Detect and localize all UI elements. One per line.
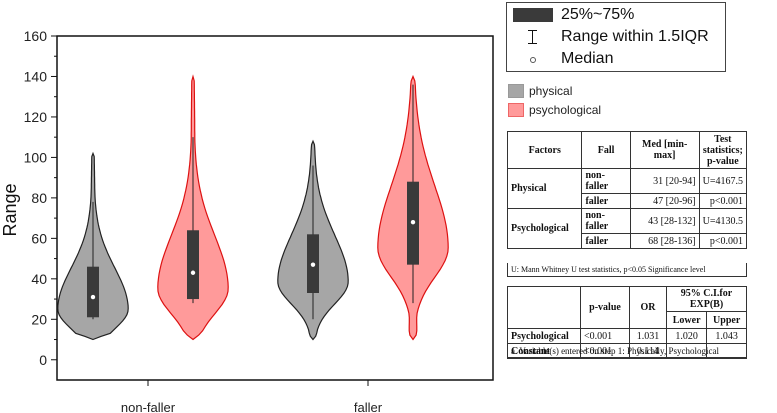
legend-psychological-label: psychological (529, 103, 602, 117)
legend-range-item: Range within 1.5IQR (507, 28, 709, 46)
table2-header-pvalue: p-value (580, 286, 630, 329)
table2-upper-cell: 1.043 (706, 328, 747, 344)
x-tick-label: non-faller (121, 400, 176, 413)
table1-stat-cell: p<0.001 (698, 193, 748, 209)
y-tick-label: 140 (24, 68, 48, 84)
stat-legend: 25%~75% Range within 1.5IQR Median (506, 2, 726, 72)
table1-factor-physical: Physical (506, 168, 583, 209)
table1-med-cell: 47 [20-96] (629, 193, 700, 209)
table-row: Physical non-faller 31 [20-94] U=4167.5 (506, 168, 748, 209)
table2-lower-cell: 1.020 (665, 328, 708, 344)
table1-header-med: Med [min-max] (629, 131, 700, 169)
table2-header-or: OR (629, 286, 667, 329)
range-whisker-icon (513, 29, 553, 45)
violins-group (57, 74, 449, 341)
median-dot-psychological-faller (410, 219, 416, 225)
x-tick-label: faller (354, 400, 383, 413)
table1-stat-cell: p<0.001 (698, 233, 748, 249)
table2-header-row-1: p-value OR 95% C.I.for EXP(B) (507, 286, 747, 329)
table2-lower-cell (665, 343, 708, 359)
iqr-box-physical-non-faller (87, 266, 99, 318)
series-legend: physical psychological (508, 82, 601, 120)
table1-header-fall: Fall (581, 131, 631, 169)
logistic-regression-table: p-value OR 95% C.I.for EXP(B) Lower Uppe… (507, 286, 747, 359)
table-row: Psychological <0.001 1.031 1.020 1.043 (507, 328, 747, 344)
iqr-box-psychological-non-faller (187, 230, 199, 300)
y-axis: 0 20 40 60 80 100 120 140 160 (24, 28, 57, 368)
table1-fall-cell: non-faller (581, 168, 631, 194)
median-dot-psychological-non-faller (190, 270, 196, 275)
physical-swatch (508, 84, 524, 98)
table2-header-lower: Lower (665, 311, 708, 329)
table2-p-cell: <0.001 (580, 328, 630, 344)
legend-physical-label: physical (529, 84, 573, 98)
plot-frame (56, 35, 494, 381)
table-row: Psychological non-faller 43 [28-132] U=4… (506, 208, 748, 249)
y-tick-label: 120 (24, 109, 48, 125)
table1-med-cell: 43 [28-132] (629, 208, 700, 234)
y-tick-label: 160 (24, 28, 48, 44)
table2-header-row-2: Lower Upper (508, 311, 747, 329)
table2-note: a. Variable(s) entered on step 1: Physic… (507, 345, 747, 358)
table2-name-cell: Psychological (507, 328, 581, 344)
table-row: faller 68 [28-136] p<0.001 (508, 233, 748, 249)
table2-header-blank (507, 286, 581, 329)
y-tick-label: 60 (31, 230, 47, 246)
table-row: faller 47 [20-96] p<0.001 (508, 193, 748, 209)
legend-iqr-label: 25%~75% (561, 6, 635, 23)
psychological-swatch (508, 103, 524, 117)
legend-median-item: Median (507, 50, 613, 68)
y-axis-label: Range (0, 183, 20, 236)
y-tick-label: 0 (39, 352, 47, 368)
table2-header-upper: Upper (706, 311, 747, 329)
table1-stat-cell: U=4167.5 (698, 168, 748, 194)
table1-med-cell: 68 [28-136] (629, 233, 700, 249)
iqr-box-icon (513, 8, 553, 22)
median-dot-physical-non-faller (90, 294, 96, 300)
y-tick-label: 20 (31, 311, 47, 327)
table2-or-cell: 1.031 (629, 328, 667, 344)
legend-physical-item: physical (508, 82, 601, 100)
legend-iqr-item: 25%~75% (507, 6, 634, 24)
table1-factor-psychological: Psychological (506, 208, 583, 249)
y-tick-label: 100 (24, 149, 48, 165)
x-axis: non-faller faller (121, 380, 383, 413)
table1-note: U: Mann Whitney U test statistics, p<0.0… (507, 263, 747, 277)
table-row: Constant <0.001 0.114 (507, 343, 747, 359)
table1-fall-cell: faller (581, 233, 631, 249)
violin-chart: 0 20 40 60 80 100 120 140 160 non-faller faller R… (0, 28, 494, 413)
table1-stat-cell: U=4130.5 (698, 208, 748, 234)
legend-median-label: Median (561, 50, 614, 67)
table2-header-ci: 95% C.I.for EXP(B) (666, 286, 747, 312)
table1-header-row: Factors Fall Med [min-max] Test statisti… (506, 131, 748, 169)
y-tick-label: 40 (31, 271, 47, 287)
table1-med-cell: 31 [20-94] (629, 168, 700, 194)
table1-header-factors: Factors (506, 131, 583, 169)
legend-range-label: Range within 1.5IQR (561, 28, 709, 45)
y-tick-label: 80 (31, 190, 47, 206)
median-dot-icon (513, 52, 553, 66)
median-dot-physical-faller (310, 262, 316, 267)
table1-header-stat: Test statistics; p-value (698, 131, 748, 169)
legend-psychological-item: psychological (508, 101, 601, 119)
table1-fall-cell: faller (581, 193, 631, 209)
table1-fall-cell: non-faller (581, 208, 631, 234)
mann-whitney-table: Factors Fall Med [min-max] Test statisti… (506, 131, 748, 249)
